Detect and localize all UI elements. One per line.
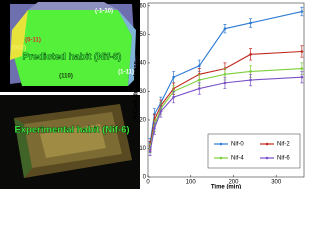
data-point <box>249 70 252 73</box>
crystal-face-110 <box>12 10 132 86</box>
data-point <box>148 150 152 153</box>
y-tick-label: 30 <box>139 89 146 95</box>
y-tick-label: 40 <box>139 60 146 66</box>
crystal-photo <box>14 118 32 178</box>
figure: (-1-10) (0-11) (002) (110) (1-11) Predic… <box>0 0 305 189</box>
series-line <box>149 76 302 152</box>
legend-swatch <box>265 156 269 160</box>
series-line <box>149 11 302 143</box>
data-point <box>249 78 252 82</box>
data-point <box>197 64 201 68</box>
legend-label: Nif-6 <box>277 156 290 162</box>
series-line <box>149 50 302 146</box>
x-tick-label: 0 <box>146 180 150 186</box>
x-tick-label: 100 <box>186 180 197 186</box>
legend-box <box>207 133 301 169</box>
crystal-face-002 <box>10 10 28 60</box>
x-tick-label: 200 <box>228 180 239 186</box>
data-point <box>197 87 201 90</box>
data-point <box>153 127 156 130</box>
legend-swatch <box>265 142 269 146</box>
x-tick-label: 300 <box>271 180 282 186</box>
data-point <box>300 50 304 53</box>
face-label: (1-11) <box>118 70 134 76</box>
predicted-habit: (-1-10) (0-11) (002) (110) (1-11) Predic… <box>0 0 140 92</box>
legend-label: Nif-4 <box>231 156 244 162</box>
data-point <box>172 95 175 99</box>
face-label: (-1-10) <box>95 9 113 15</box>
data-point <box>300 75 304 79</box>
data-point <box>223 73 227 76</box>
chart: 0 10 20 30 40 50 60 0 100 200 300 Time (min) %Cum. d… <box>134 2 305 189</box>
plot-frame <box>147 2 305 178</box>
crystal-side <box>118 10 136 86</box>
legend-swatch <box>219 142 223 146</box>
caption: Predicted habit (Nif-6) <box>23 52 122 63</box>
face-label: (002) <box>12 46 26 52</box>
data-point <box>249 53 252 56</box>
data-point <box>159 110 163 113</box>
crystal-photo <box>40 124 106 158</box>
y-tick-label: 10 <box>139 146 146 152</box>
experimental-habit: Experimental habit (Nif-6) <box>0 95 140 189</box>
legend-swatch <box>219 156 223 160</box>
data-point <box>300 10 304 13</box>
data-point <box>223 81 227 85</box>
y-tick-label: 60 <box>139 3 146 9</box>
page: (-1-10) (0-11) (002) (110) (1-11) Predic… <box>0 0 305 189</box>
data-point <box>300 67 304 70</box>
data-point <box>172 75 175 79</box>
data-point <box>223 27 227 30</box>
data-point <box>197 78 201 82</box>
face-label: (0-11) <box>25 38 41 44</box>
y-tick-label: 20 <box>139 118 146 124</box>
y-tick-label: 50 <box>139 32 146 38</box>
y-axis-title: %Cum. drug release <box>134 60 140 118</box>
legend-label: Nif-2 <box>277 142 290 148</box>
crystal-top <box>28 2 118 10</box>
y-tick-label: 0 <box>143 175 147 181</box>
data-point <box>249 21 252 25</box>
x-axis-title: Time (min) <box>211 185 241 189</box>
caption: Experimental habit (Nif-6) <box>14 125 129 136</box>
legend-label: Nif-0 <box>231 142 244 148</box>
face-label: (110) <box>59 74 73 80</box>
